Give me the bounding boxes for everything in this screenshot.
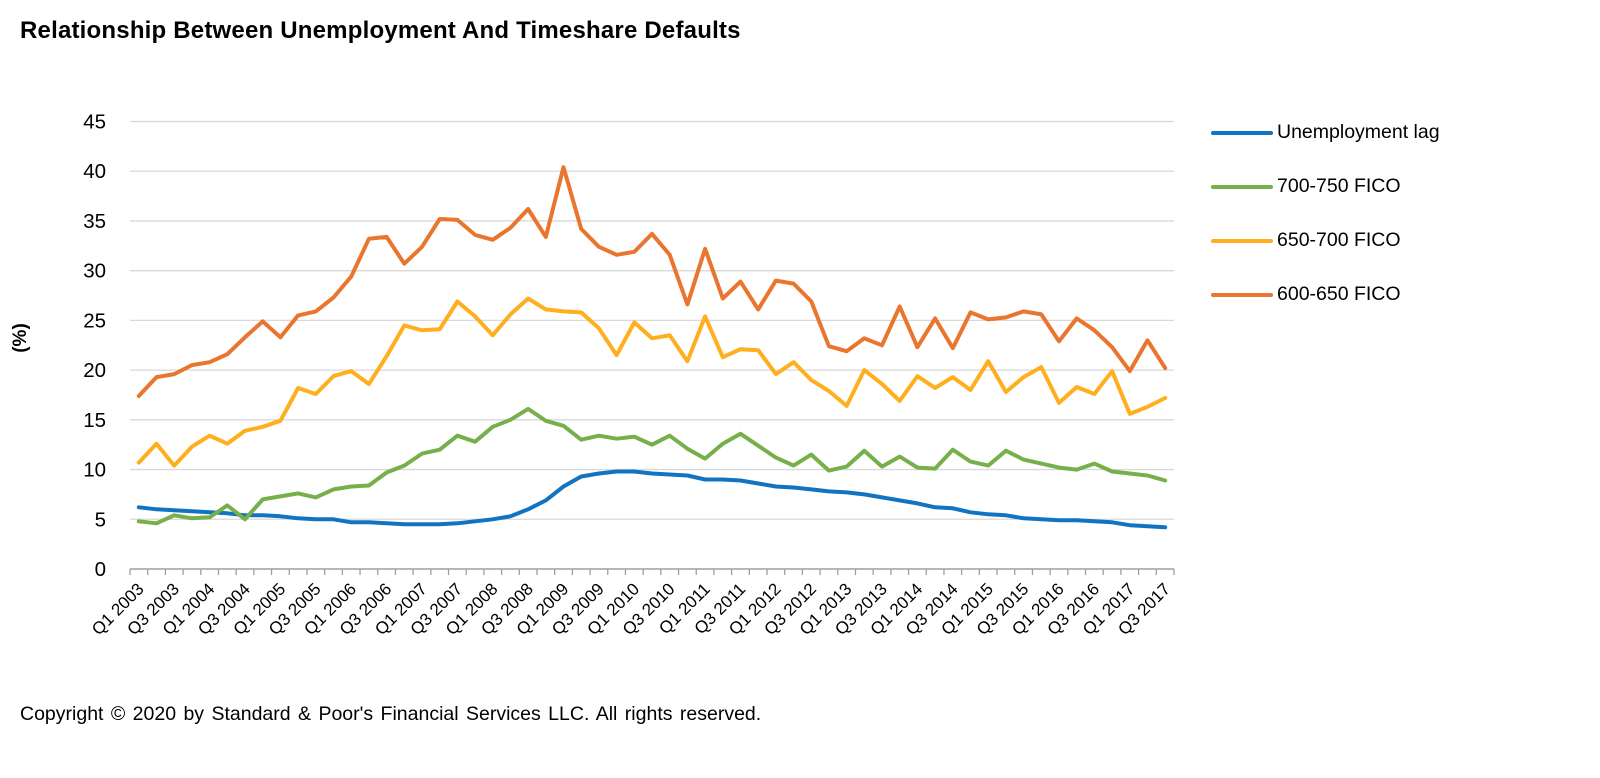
legend-item: 600-650 FICO	[1211, 282, 1440, 307]
legend-line-swatch	[1211, 130, 1273, 135]
chart-title: Relationship Between Unemployment And Ti…	[20, 17, 741, 44]
y-tick-label: 35	[83, 210, 106, 233]
legend-line-swatch	[1211, 184, 1273, 189]
legend: Unemployment lag 700-750 FICO 650-700 FICO…	[1211, 120, 1440, 336]
y-tick-label: 10	[83, 459, 106, 482]
y-tick-label: 0	[95, 558, 106, 581]
y-tick-label: 25	[83, 309, 106, 332]
copyright-text: Copyright © 2020 by Standard & Poor's Fi…	[20, 703, 762, 725]
y-tick-label: 20	[83, 359, 106, 382]
legend-label: 650-700 FICO	[1277, 229, 1401, 251]
series-line-unemployment-lag	[136, 469, 1168, 530]
legend-item: Unemployment lag	[1211, 120, 1440, 145]
series-line-650-700-fico	[136, 296, 1168, 468]
series-line-600-650-fico	[136, 165, 1168, 398]
y-tick-label: 5	[95, 508, 106, 531]
legend-item: 700-750 FICO	[1211, 174, 1440, 199]
legend-line-swatch	[1211, 238, 1273, 243]
series-line-700-750-fico	[136, 406, 1168, 526]
legend-item: 650-700 FICO	[1211, 228, 1440, 253]
legend-line-swatch	[1211, 292, 1273, 297]
legend-label: 600-650 FICO	[1277, 283, 1401, 305]
y-tick-label: 40	[83, 160, 106, 183]
legend-label: 700-750 FICO	[1277, 175, 1401, 197]
legend-label: Unemployment lag	[1277, 121, 1440, 143]
y-tick-label: 45	[83, 111, 106, 134]
y-tick-label: 30	[83, 260, 106, 283]
y-tick-label: 15	[83, 409, 106, 432]
